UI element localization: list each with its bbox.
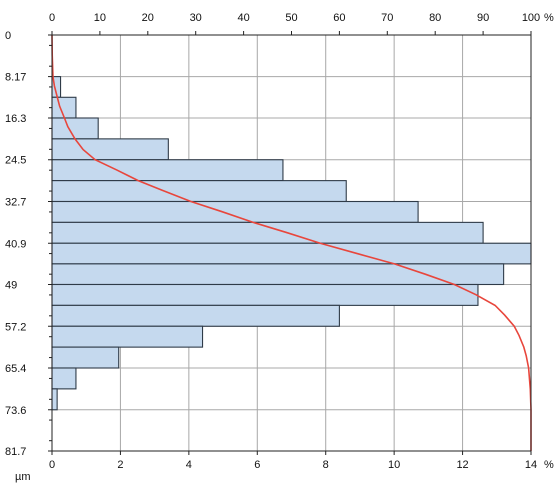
histogram-bar [51, 283, 479, 306]
top-tick-label: 90 [477, 12, 489, 24]
cumulative-line-path [51, 34, 532, 451]
bottom-tick-label: 12 [456, 459, 468, 471]
histogram-bars [51, 76, 532, 411]
top-tick-label: 60 [333, 12, 345, 24]
left-tick-label: 0 [5, 30, 11, 42]
left-tick-label: 81.7 [5, 446, 26, 458]
top-tick-label: 0 [49, 12, 55, 24]
top-tick-label: 50 [285, 12, 297, 24]
top-tick-label: 100 [522, 12, 540, 24]
bottom-tick-label: 14 [525, 459, 537, 471]
bottom-tick-label: 8 [323, 459, 329, 471]
left-tick-label: 32.7 [5, 197, 26, 209]
histogram-bar [51, 180, 347, 203]
histogram-bar [51, 304, 340, 327]
left-tick-label: 73.6 [5, 405, 26, 417]
top-axis-unit: % [544, 12, 554, 24]
histogram-bar [51, 388, 58, 411]
left-axis-unit: µm [15, 471, 31, 483]
left-tick-label: 49 [5, 279, 17, 291]
cumulative-line [51, 34, 532, 451]
histogram-bar [51, 159, 284, 182]
histogram-bar [51, 367, 77, 390]
histogram-bar [51, 138, 169, 161]
histogram-bar [51, 200, 419, 223]
left-tick-label: 65.4 [5, 363, 26, 375]
left-tick-label: 16.3 [5, 113, 26, 125]
left-tick-label: 8.17 [5, 72, 26, 84]
histogram-bar [51, 346, 120, 369]
left-tick-label: 24.5 [5, 155, 26, 167]
bottom-tick-label: 6 [254, 459, 260, 471]
histogram-bar [51, 325, 204, 348]
top-tick-label: 40 [237, 12, 249, 24]
top-tick-label: 10 [94, 12, 106, 24]
top-axis-ticks: 0 10 20 30 40 50 60 70 80 90 100 [49, 12, 540, 35]
left-tick-label: 57.2 [5, 321, 26, 333]
bottom-tick-label: 4 [186, 459, 192, 471]
bottom-tick-label: 10 [388, 459, 400, 471]
top-tick-label: 20 [142, 12, 154, 24]
histogram-bar [51, 242, 532, 265]
bottom-axis-ticks: 0 2 4 6 8 10 12 14 [49, 451, 537, 471]
histogram-bar [51, 117, 99, 140]
histogram-bar [51, 221, 484, 244]
histogram-bar [51, 263, 505, 286]
left-axis-ticks: 0 8.17 16.3 24.5 32.7 40.9 49 57.2 65.4 73.6 81.7 [5, 30, 52, 458]
bottom-axis-unit: % [544, 459, 554, 471]
top-tick-label: 70 [381, 12, 393, 24]
bottom-tick-label: 2 [117, 459, 123, 471]
top-tick-label: 80 [429, 12, 441, 24]
top-tick-label: 30 [190, 12, 202, 24]
bottom-tick-label: 0 [49, 459, 55, 471]
left-tick-label: 40.9 [5, 238, 26, 250]
